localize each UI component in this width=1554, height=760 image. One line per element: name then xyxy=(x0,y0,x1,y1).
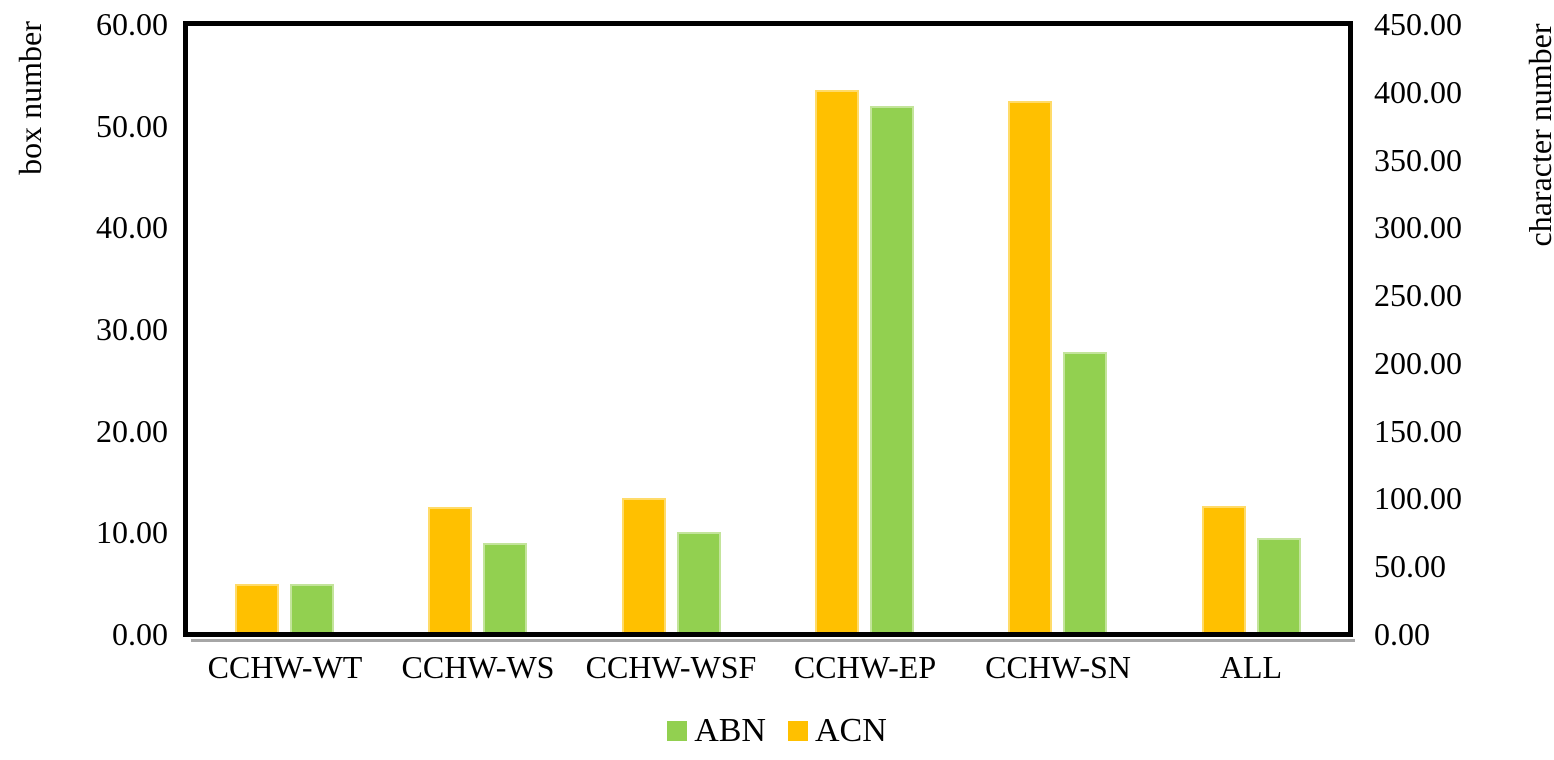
bar-abn-cchw-wsf xyxy=(676,532,721,632)
right-axis-tick-label: 50.00 xyxy=(1374,548,1446,584)
left-axis-tick-label: 10.00 xyxy=(96,514,168,550)
legend-swatch-acn xyxy=(788,721,808,741)
bar-group-all xyxy=(1155,26,1348,632)
right-axis-tick-label: 200.00 xyxy=(1374,345,1462,381)
x-axis-category-label: CCHW-WSF xyxy=(585,649,757,685)
x-axis-category-label: ALL xyxy=(1219,649,1283,685)
left-axis-tick-label: 30.00 xyxy=(96,311,168,347)
x-axis-category-label: CCHW-WS xyxy=(401,649,555,685)
bar-group-cchw-ws xyxy=(381,26,574,632)
right-axis-tick-label: 350.00 xyxy=(1374,142,1462,178)
right-axis-tick-label: 100.00 xyxy=(1374,480,1462,516)
bars-layer xyxy=(188,26,1348,632)
bar-acn-cchw-wsf xyxy=(621,498,666,632)
left-axis-title: box number xyxy=(12,21,48,175)
legend-item-abn: ABN xyxy=(667,711,766,751)
left-axis-tick-label: 40.00 xyxy=(96,209,168,245)
x-axis-line xyxy=(191,639,1355,642)
bar-abn-cchw-ws xyxy=(483,543,528,632)
right-axis-title: character number xyxy=(1522,23,1554,247)
plot-area xyxy=(183,21,1353,637)
legend-swatch-abn xyxy=(667,721,688,741)
x-axis-category-label: CCHW-WT xyxy=(207,649,363,685)
right-axis-tick-label: 250.00 xyxy=(1374,277,1462,313)
right-axis-tick-label: 150.00 xyxy=(1374,413,1462,449)
right-axis-tick-label: 450.00 xyxy=(1374,6,1462,42)
right-axis-tick-label: 300.00 xyxy=(1374,209,1462,245)
legend-label: ABN xyxy=(694,712,766,749)
bar-group-cchw-ep xyxy=(768,26,961,632)
left-axis-tick-label: 0.00 xyxy=(112,616,168,652)
legend-item-acn: ACN xyxy=(788,711,887,751)
bar-acn-cchw-ep xyxy=(815,90,860,632)
legend: ABN ACN xyxy=(0,711,1554,751)
bar-abn-cchw-sn xyxy=(1063,352,1108,632)
bar-abn-all xyxy=(1256,538,1301,632)
left-axis-tick-label: 60.00 xyxy=(96,6,168,42)
x-axis-category-label: CCHW-SN xyxy=(985,649,1131,685)
left-axis-tick-label: 20.00 xyxy=(96,413,168,449)
bar-acn-cchw-ws xyxy=(428,507,473,632)
bar-group-cchw-sn xyxy=(961,26,1154,632)
bar-group-cchw-wt xyxy=(188,26,381,632)
bar-abn-cchw-ep xyxy=(870,106,915,632)
bar-group-cchw-wsf xyxy=(575,26,768,632)
x-axis-category-label: CCHW-EP xyxy=(793,649,937,685)
bar-acn-cchw-sn xyxy=(1008,101,1053,632)
left-axis-tick-label: 50.00 xyxy=(96,108,168,144)
bar-acn-all xyxy=(1201,506,1246,632)
bar-abn-cchw-wt xyxy=(290,584,335,632)
bar-acn-cchw-wt xyxy=(235,584,280,632)
right-axis-tick-label: 400.00 xyxy=(1374,74,1462,110)
right-axis-tick-label: 0.00 xyxy=(1374,616,1430,652)
legend-label: ACN xyxy=(815,712,887,749)
